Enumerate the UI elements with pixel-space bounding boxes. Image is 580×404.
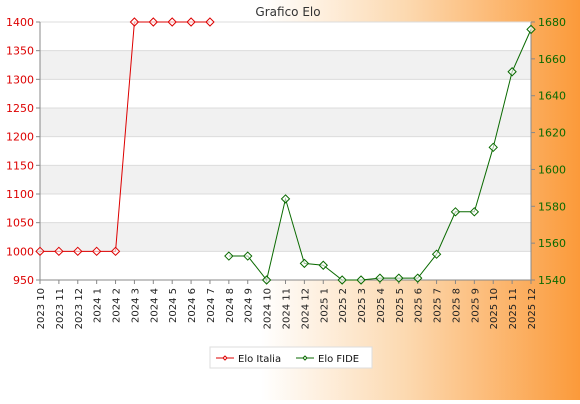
x-tick-label: 2024 7 (206, 288, 217, 323)
data-point (148, 17, 159, 27)
x-axis-ticks: 2023 10 2023 11 2023 12 2024 1 2024 2 2024 3 2… (36, 280, 538, 329)
left-tick-label: 1350 (6, 45, 34, 58)
right-tick-label: 1560 (538, 237, 566, 250)
x-tick-label: 2024 5 (168, 288, 179, 323)
data-point (526, 24, 536, 35)
x-tick-label: 2025 4 (376, 288, 387, 323)
data-point (356, 275, 366, 285)
x-tick-label: 2025 10 (489, 288, 500, 329)
plot-area (40, 22, 531, 280)
data-point (450, 207, 461, 217)
data-point (431, 249, 442, 259)
right-tick-label: 1620 (538, 127, 566, 140)
right-tick-label: 1600 (538, 163, 566, 176)
x-tick-label: 2025 8 (451, 288, 462, 323)
series-line (40, 21, 210, 252)
x-tick-label: 2023 12 (74, 288, 85, 329)
data-point (507, 67, 517, 77)
data-point (205, 17, 215, 27)
data-point (129, 17, 140, 27)
x-tick-label: 2025 7 (433, 288, 444, 323)
legend: Elo Italia Elo FIDE (209, 346, 373, 369)
legend-marker (222, 355, 228, 361)
right-tick-label: 1660 (538, 53, 566, 66)
x-tick-label: 2024 9 (244, 288, 255, 323)
left-tick-label: 1050 (6, 217, 34, 230)
x-tick-label: 2024 3 (130, 288, 141, 323)
legend-box (209, 346, 373, 369)
left-tick-label: 1300 (6, 73, 34, 86)
grid-band (40, 50, 531, 80)
left-tick-label: 1100 (6, 188, 34, 201)
data-point (318, 260, 328, 270)
x-tick-label: 2023 11 (55, 288, 66, 329)
right-tick-label: 1580 (538, 200, 566, 213)
data-point (488, 142, 498, 153)
x-tick-label: 2024 8 (225, 288, 236, 323)
data-point (54, 246, 64, 257)
data-point (412, 273, 423, 283)
grid-band (40, 222, 531, 252)
series-layer (35, 17, 536, 285)
left-tick-label: 1400 (6, 16, 34, 29)
data-point (91, 246, 102, 257)
x-tick-label: 2023 10 (36, 288, 47, 329)
data-point (110, 246, 121, 257)
right-tick-label: 1540 (538, 274, 566, 287)
right-axis-ticks: 1540 1560 1580 1600 1620 1640 1660 1680 (531, 16, 566, 287)
series-elo-fide (224, 24, 536, 285)
x-tick-label: 2024 11 (282, 288, 293, 329)
left-tick-label: 1000 (6, 245, 34, 258)
data-point (469, 207, 480, 217)
series-elo-italia (35, 17, 215, 257)
x-tick-label: 2025 11 (508, 288, 519, 329)
x-tick-label: 2025 12 (527, 288, 538, 329)
chart-title: Grafico Elo (255, 5, 320, 19)
left-tick-label: 950 (13, 274, 34, 287)
data-point (243, 251, 253, 261)
data-point (375, 273, 385, 283)
x-tick-label: 2025 9 (470, 288, 481, 323)
data-point (186, 17, 196, 27)
x-tick-label: 2024 4 (149, 288, 160, 323)
right-tick-label: 1640 (538, 90, 566, 103)
left-tick-label: 1150 (6, 159, 34, 172)
x-tick-label: 2025 5 (395, 288, 406, 323)
data-point (337, 275, 347, 285)
x-tick-label: 2025 6 (414, 288, 425, 323)
x-tick-label: 2025 3 (357, 288, 368, 323)
data-point (299, 258, 310, 269)
legend-marker (302, 355, 308, 361)
x-tick-label: 2024 12 (300, 288, 311, 329)
left-axis-ticks: 950 1000 1050 1100 1150 1200 1250 1300 1350 1400 (6, 16, 40, 287)
x-tick-label: 2024 2 (112, 288, 123, 323)
left-tick-label: 1200 (6, 131, 34, 144)
x-tick-label: 2024 6 (187, 288, 198, 323)
data-point (261, 275, 272, 285)
right-tick-label: 1680 (538, 16, 566, 29)
data-point (394, 273, 404, 283)
x-tick-label: 2024 10 (263, 288, 274, 329)
data-point (224, 251, 234, 261)
left-tick-label: 1250 (6, 102, 34, 115)
x-tick-label: 2025 1 (319, 288, 330, 323)
legend-label-elo-fide: Elo FIDE (318, 354, 359, 365)
grid-band (40, 165, 531, 194)
x-tick-label: 2025 2 (338, 288, 349, 323)
x-tick-label: 2024 1 (93, 288, 104, 323)
legend-label-elo-italia: Elo Italia (238, 354, 281, 365)
data-point (73, 246, 83, 257)
data-point (167, 17, 177, 27)
grid-band (40, 108, 531, 137)
data-point (35, 246, 45, 257)
data-point (280, 194, 291, 204)
grid-lines (40, 21, 531, 281)
